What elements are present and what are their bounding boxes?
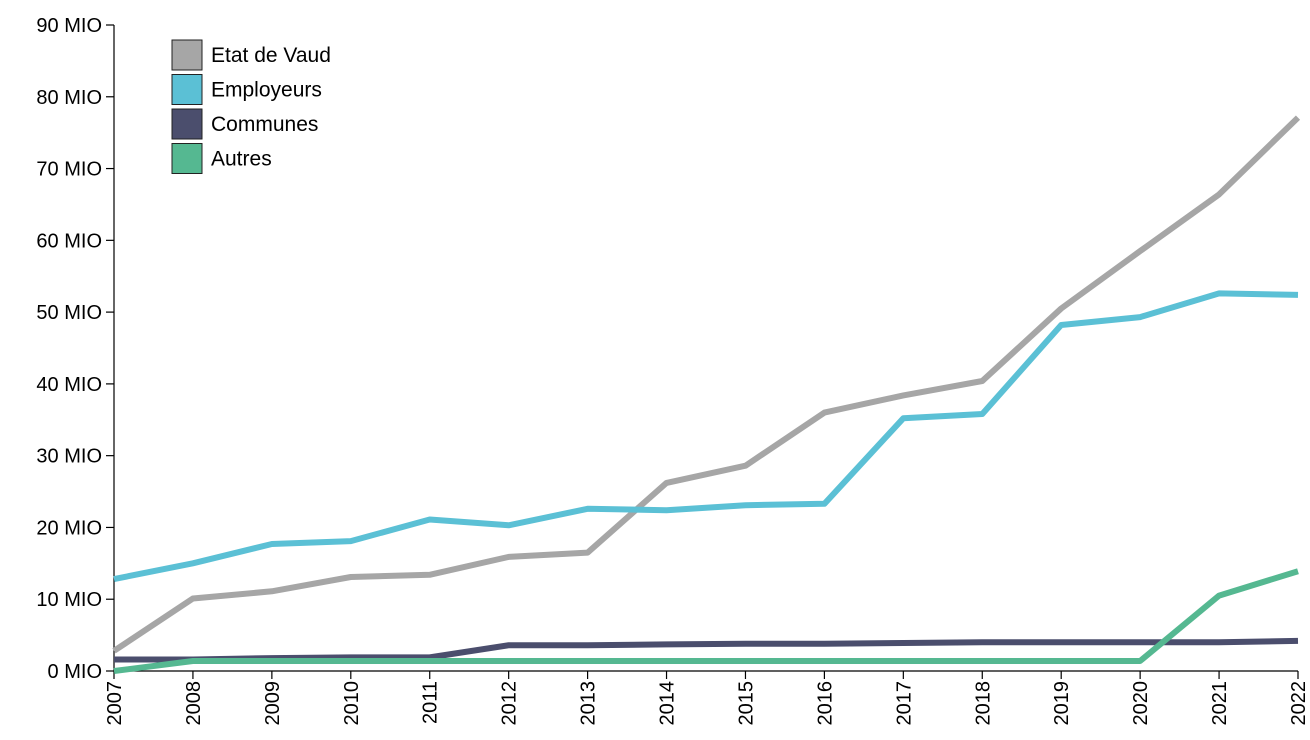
legend-label: Etat de Vaud: [211, 44, 331, 67]
y-tick-label: 40 MIO: [36, 374, 102, 396]
y-tick-label: 70 MIO: [36, 159, 102, 181]
legend: Etat de Vaud Employeurs Communes Autres: [171, 39, 331, 174]
series-lines: [112, 115, 1301, 674]
legend-swatch: [171, 143, 203, 174]
legend-label: Communes: [211, 113, 318, 136]
series-line-employeurs: [113, 290, 1299, 583]
x-tick-label: 2008: [183, 681, 205, 726]
x-axis: 2007 2008 2009 2010 2011 2012 2013 2014 2015 2016…: [104, 670, 1310, 726]
x-tick-label: 2016: [814, 681, 836, 726]
x-tick-label: 2009: [262, 681, 284, 726]
y-tick-label: 50 MIO: [36, 302, 102, 324]
y-tick-label: 60 MIO: [36, 230, 102, 252]
y-tick-label: 0 MIO: [48, 661, 102, 683]
x-tick-label: 2019: [1051, 681, 1073, 726]
x-tick-label: 2011: [420, 681, 442, 724]
x-tick-label: 2020: [1130, 681, 1152, 726]
legend-swatch: [171, 108, 203, 140]
x-tick-label: 2018: [972, 681, 994, 726]
x-tick-label: 2014: [657, 681, 679, 726]
legend-swatch: [171, 39, 203, 71]
x-tick-label: 2015: [735, 681, 757, 726]
x-tick-label: 2013: [578, 681, 600, 726]
x-tick-label: 2021: [1209, 681, 1231, 726]
series-line-autres: [113, 568, 1299, 674]
legend-label: Employeurs: [211, 79, 322, 102]
y-tick-label: 80 MIO: [36, 87, 102, 109]
x-tick-label: 2012: [499, 681, 521, 726]
y-axis: 0 MIO 10 MIO 20 MIO 30 MIO 40 MIO 50 MIO 60 MI…: [36, 15, 115, 683]
y-tick-label: 20 MIO: [36, 517, 102, 539]
x-tick-label: 2017: [893, 681, 915, 726]
x-tick-label: 2010: [341, 681, 363, 726]
y-tick-label: 90 MIO: [36, 15, 102, 37]
y-tick-label: 10 MIO: [36, 589, 102, 611]
x-tick-label: 2007: [104, 681, 126, 726]
series-line-etat-de-vaud: [112, 115, 1301, 654]
legend-label: Autres: [211, 148, 272, 171]
legend-swatch: [171, 74, 203, 105]
x-tick-label: 2022: [1288, 681, 1310, 726]
series-line-communes: [114, 637, 1299, 663]
y-tick-label: 30 MIO: [36, 446, 102, 468]
